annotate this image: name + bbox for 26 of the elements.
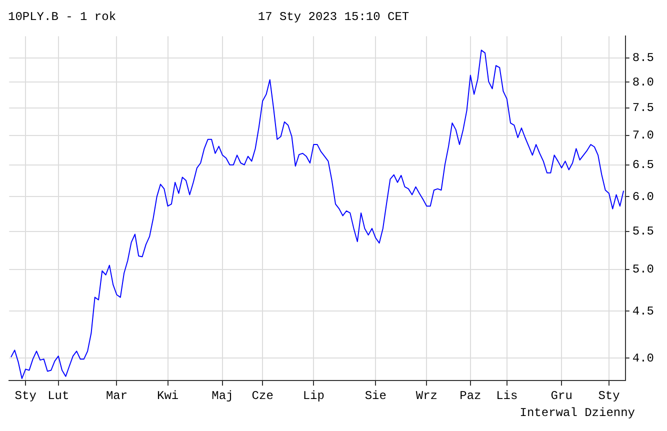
x-tick-label: Maj: [212, 388, 234, 403]
chart-subtitle: 17 Sty 2023 15:10 CET: [258, 10, 410, 24]
x-tick-label: Cze: [252, 388, 274, 403]
x-tick-label: Sie: [364, 388, 386, 403]
y-tick-label: 7.0: [632, 128, 654, 143]
y-tick-label: 8.5: [632, 51, 654, 66]
y-tick-label: 4.0: [632, 351, 654, 366]
x-tick-label: Mar: [106, 388, 128, 403]
text: Interwal Dzienny: [520, 406, 635, 420]
y-tick-label: 5.0: [632, 262, 654, 276]
y-tick-label: 6.5: [632, 158, 654, 172]
y-tick-label: 5.5: [632, 224, 654, 239]
y-tick-label: 7.5: [632, 101, 654, 116]
y-tick-label: 4.5: [632, 304, 654, 318]
x-tick-label: Wrz: [416, 388, 438, 403]
y-tick-label: 6.0: [632, 190, 654, 204]
x-tick-label: Lis: [496, 388, 518, 403]
x-tick-label: Sty: [598, 388, 620, 403]
y-tick-label: 8.0: [632, 75, 654, 90]
x-tick-label: Paz: [460, 388, 482, 403]
x-tick-label: Sty: [14, 388, 36, 403]
x-tick-label: Gru: [550, 388, 572, 403]
x-tick-label: Lip: [302, 388, 324, 403]
x-tick-label: Kwi: [156, 388, 179, 403]
x-tick-label: Lut: [48, 388, 70, 403]
chart-title: 10PLY.B - 1 rok: [8, 10, 116, 24]
